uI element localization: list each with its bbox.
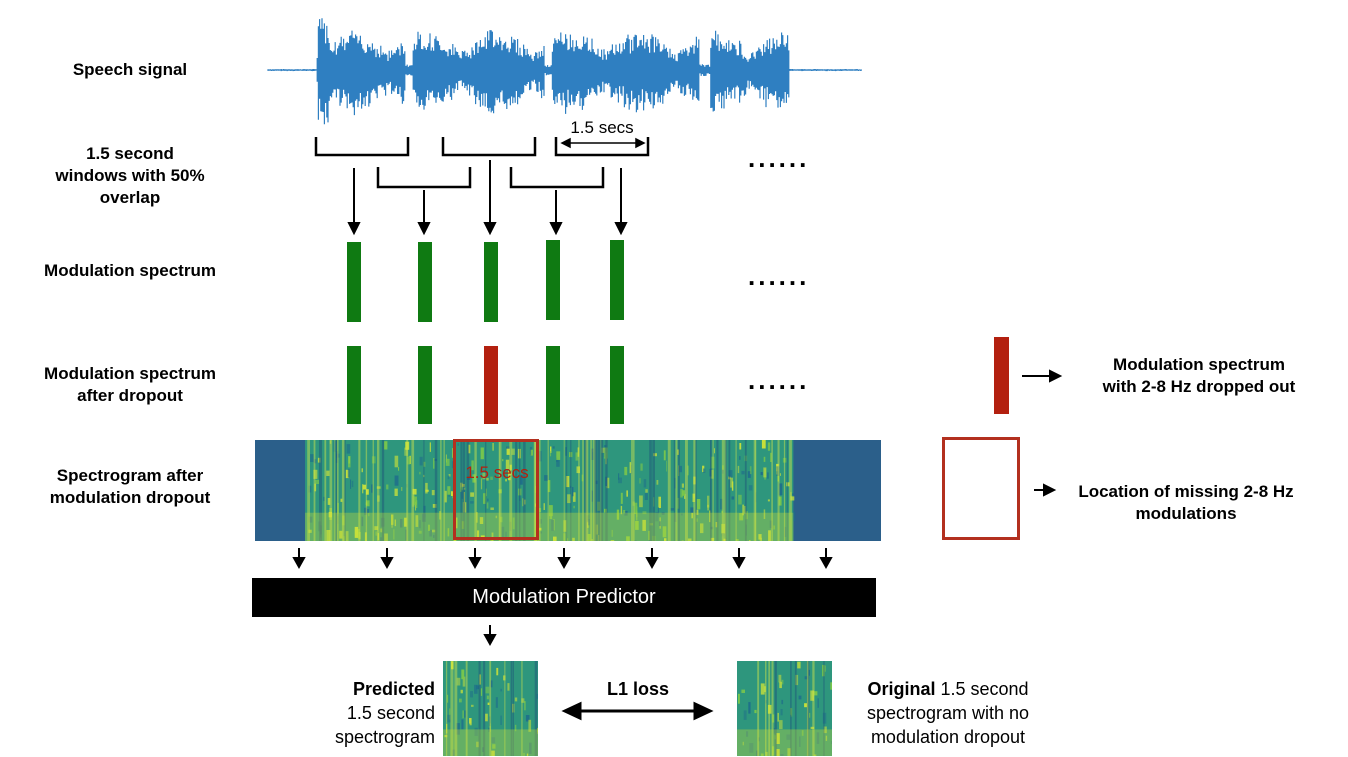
speech-signal-label: Speech signal (72, 60, 188, 79)
spectrogram-label: Spectrogram after modulation dropout (49, 466, 211, 507)
spectrogram-image (255, 440, 881, 541)
dropout-bar (418, 346, 432, 424)
spectrum-bar (418, 242, 432, 322)
legend-dropped-label: Modulation spectrum with 2-8 Hz dropped … (1102, 355, 1296, 396)
l1-loss-label: L1 loss (606, 679, 670, 699)
ellipsis-spectrum: ...... (748, 261, 810, 291)
predictor-output-arrow (483, 625, 497, 647)
speech-waveform (267, 18, 862, 125)
dropout-location-box (453, 439, 539, 540)
dropout-bar (546, 346, 560, 424)
predicted-spectrogram-image (443, 661, 538, 756)
ellipsis-windows: ...... (748, 143, 810, 173)
windows-label: 1.5 second windows with 50% overlap (55, 144, 205, 207)
modulation-dropout-label: Modulation spectrum after dropout (44, 364, 216, 405)
modulation-spectrum-label: Modulation spectrum (44, 261, 216, 280)
modulation-predictor-block: Modulation Predictor (252, 578, 876, 617)
spectrum-bar (610, 240, 624, 320)
legend-missing-label: Location of missing 2-8 Hz modulations (1078, 482, 1294, 523)
spectrogram-to-predictor-arrows (292, 548, 833, 570)
legend-dropped-bar (994, 337, 1009, 414)
box-duration-label: 1.5 secs (465, 463, 529, 482)
window-duration-label: 1.5 secs (570, 118, 634, 137)
dropout-bar (610, 346, 624, 424)
spectrum-bar (347, 242, 361, 322)
l1-loss-arrow (561, 701, 714, 721)
dropout-bar (347, 346, 361, 424)
spectrum-bar (484, 242, 498, 322)
legend-missing-box (942, 437, 1020, 540)
predicted-label: Predicted 1.5 second spectrogram (334, 679, 435, 747)
legend-arrows (1022, 369, 1063, 497)
ellipsis-dropout: ...... (748, 365, 810, 395)
window-duration-arrow (560, 137, 646, 149)
dropout-bar-dropped (484, 346, 498, 424)
original-spectrogram-image (737, 661, 832, 756)
window-brackets (314, 137, 650, 189)
original-label: Original 1.5 second spectrogram with no … (866, 679, 1030, 747)
waveform-trace (267, 18, 862, 125)
window-to-spectrum-arrows (347, 160, 628, 236)
spectrum-bar (546, 240, 560, 320)
